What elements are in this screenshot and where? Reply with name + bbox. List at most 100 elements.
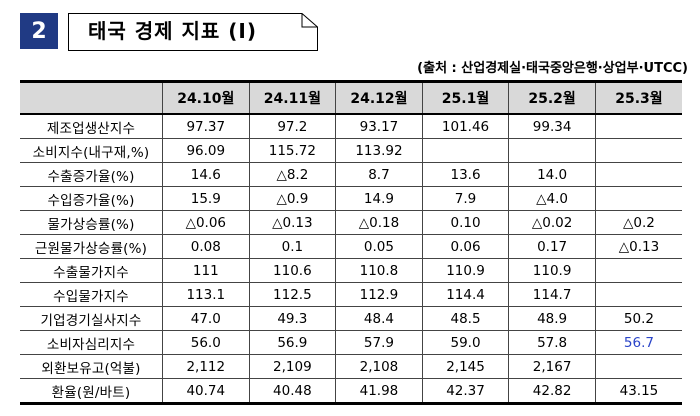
table-cell xyxy=(594,113,682,139)
table-cell: △0.13 xyxy=(594,234,682,259)
table-cell xyxy=(594,138,682,163)
table-cell: 2,145 xyxy=(421,354,510,379)
table-row: 수입물가지수 113.1 112.5 112.9 114.4 114.7 xyxy=(20,282,682,307)
row-label: 수출증가율(%) xyxy=(20,162,163,187)
folded-corner-frame xyxy=(68,13,318,51)
table-cell: 112.5 xyxy=(248,282,337,307)
section-header: 2 태국 경제 지표 (Ⅰ) xyxy=(20,7,700,51)
row-label: 수입물가지수 xyxy=(20,282,163,307)
table-cell: 110.9 xyxy=(508,258,596,283)
table-cell: 49.3 xyxy=(248,306,337,331)
row-label: 제조업생산지수 xyxy=(20,113,163,139)
column-header: 24.10월 xyxy=(162,81,250,115)
table-cell: 14.6 xyxy=(162,162,250,187)
table-cell: 47.0 xyxy=(162,306,250,331)
row-label: 외환보유고(억불) xyxy=(20,354,163,379)
table-row: 소비자심리지수 56.0 56.9 57.9 59.0 57.8 56.7 xyxy=(20,330,682,355)
table-cell: 96.09 xyxy=(162,138,250,163)
table-row: 환율(원/바트) 40.74 40.48 41.98 42.37 42.82 4… xyxy=(20,378,682,404)
table-cell: 7.9 xyxy=(421,186,510,211)
table-cell: 0.17 xyxy=(508,234,596,259)
table-row: 수출증가율(%) 14.6 △8.2 8.7 13.6 14.0 xyxy=(20,162,682,187)
row-label: 소비자심리지수 xyxy=(20,330,163,355)
table-cell: 57.8 xyxy=(508,330,596,355)
table-cell: 40.74 xyxy=(162,378,250,404)
table-cell: 57.9 xyxy=(335,330,423,355)
table-cell: 14.0 xyxy=(508,162,596,187)
economic-indicators-table: 24.10월 24.11월 24.12월 25.1월 25.2월 25.3월 제… xyxy=(20,80,682,405)
table-cell: 0.10 xyxy=(421,210,510,235)
table-cell: 114.4 xyxy=(421,282,510,307)
source-note: (출처 : 산업경제실·태국중앙은행·상업부·UTCC) xyxy=(417,61,688,76)
table-cell xyxy=(594,186,682,211)
column-header: 24.11월 xyxy=(248,81,337,115)
table-cell: △0.13 xyxy=(248,210,337,235)
column-header: 25.2월 xyxy=(508,81,596,115)
table-cell xyxy=(594,282,682,307)
section-title: 태국 경제 지표 (Ⅰ) xyxy=(88,19,258,43)
table-cell: 2,108 xyxy=(335,354,423,379)
table-cell: 48.4 xyxy=(335,306,423,331)
table-cell: △0.9 xyxy=(248,186,337,211)
table-cell: 114.7 xyxy=(508,282,596,307)
table-cell: 113.92 xyxy=(335,138,423,163)
table-cell: 48.5 xyxy=(421,306,510,331)
table-cell: 97.37 xyxy=(162,113,250,139)
table-cell: 2,109 xyxy=(248,354,337,379)
table-cell: 110.6 xyxy=(248,258,337,283)
row-label: 소비지수(내구재,%) xyxy=(20,138,163,163)
table-cell: △0.2 xyxy=(594,210,682,235)
table-header-row: 24.10월 24.11월 24.12월 25.1월 25.2월 25.3월 xyxy=(20,81,682,115)
column-header: 25.3월 xyxy=(594,81,682,115)
row-label: 수입증가율(%) xyxy=(20,186,163,211)
table-row: 물가상승률(%) △0.06 △0.13 △0.18 0.10 △0.02 △0… xyxy=(20,210,682,235)
table-row: 외환보유고(억불) 2,112 2,109 2,108 2,145 2,167 xyxy=(20,354,682,379)
table-cell: △0.18 xyxy=(335,210,423,235)
column-header: 24.12월 xyxy=(335,81,423,115)
table-row: 기업경기실사지수 47.0 49.3 48.4 48.5 48.9 50.2 xyxy=(20,306,682,331)
table-cell: 113.1 xyxy=(162,282,250,307)
table-cell xyxy=(594,354,682,379)
table-cell: 110.9 xyxy=(421,258,510,283)
table-cell: 115.72 xyxy=(248,138,337,163)
row-label: 근원물가상승률(%) xyxy=(20,234,163,259)
table-cell: 43.15 xyxy=(594,378,682,404)
table-row: 소비지수(내구재,%) 96.09 115.72 113.92 xyxy=(20,138,682,163)
table-cell-highlighted: 56.7 xyxy=(594,330,682,355)
table-cell: 42.37 xyxy=(421,378,510,404)
table-cell: 97.2 xyxy=(248,113,337,139)
table-row: 제조업생산지수 97.37 97.2 93.17 101.46 99.34 xyxy=(20,113,682,139)
table-cell: 56.0 xyxy=(162,330,250,355)
row-label: 수출물가지수 xyxy=(20,258,163,283)
table-cell xyxy=(508,138,596,163)
table-cell: 50.2 xyxy=(594,306,682,331)
table-cell: 101.46 xyxy=(421,113,510,139)
table-cell: 0.08 xyxy=(162,234,250,259)
table-cell: △0.06 xyxy=(162,210,250,235)
table-cell: 110.8 xyxy=(335,258,423,283)
column-header xyxy=(20,81,163,115)
table-cell xyxy=(594,258,682,283)
column-header: 25.1월 xyxy=(421,81,510,115)
section-title-box: 태국 경제 지표 (Ⅰ) xyxy=(68,13,318,51)
table-cell: 8.7 xyxy=(335,162,423,187)
table-cell: 111 xyxy=(162,258,250,283)
table-cell: 40.48 xyxy=(248,378,337,404)
section-number-badge: 2 xyxy=(20,13,58,49)
table-cell: 0.05 xyxy=(335,234,423,259)
table-cell: 15.9 xyxy=(162,186,250,211)
table-cell: 93.17 xyxy=(335,113,423,139)
table-cell: 42.82 xyxy=(508,378,596,404)
table-cell: △4.0 xyxy=(508,186,596,211)
table-cell: 48.9 xyxy=(508,306,596,331)
table-cell: 59.0 xyxy=(421,330,510,355)
table-cell: 13.6 xyxy=(421,162,510,187)
table-cell: 99.34 xyxy=(508,113,596,139)
row-label: 환율(원/바트) xyxy=(20,378,163,404)
table-cell xyxy=(421,138,510,163)
table-cell: 0.1 xyxy=(248,234,337,259)
table-cell: 112.9 xyxy=(335,282,423,307)
row-label: 기업경기실사지수 xyxy=(20,306,163,331)
table-row: 근원물가상승률(%) 0.08 0.1 0.05 0.06 0.17 △0.13 xyxy=(20,234,682,259)
table-cell: 2,167 xyxy=(508,354,596,379)
